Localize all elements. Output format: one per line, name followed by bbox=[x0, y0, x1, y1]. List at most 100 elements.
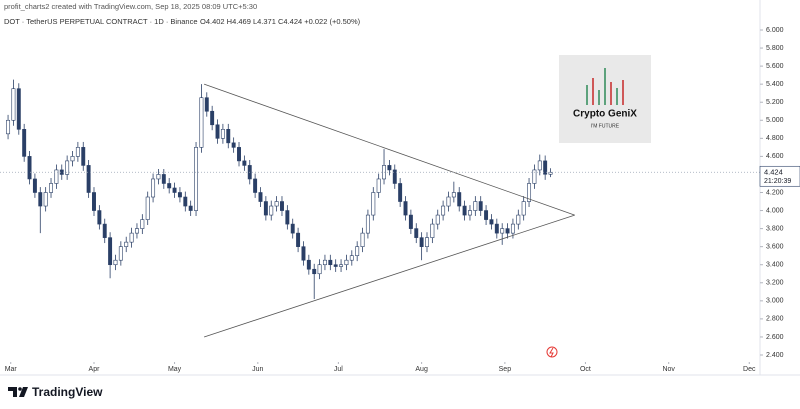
candle-body bbox=[242, 160, 247, 166]
candle-body bbox=[274, 201, 279, 207]
candle-body bbox=[430, 223, 435, 238]
candle-body bbox=[75, 147, 80, 157]
y-tick-label: 3.800 bbox=[766, 225, 784, 232]
candle-body bbox=[360, 232, 365, 247]
candle-body bbox=[521, 201, 526, 216]
candle-body bbox=[269, 205, 274, 216]
candle-body bbox=[32, 178, 37, 193]
logo-title: Crypto GeniX bbox=[573, 109, 637, 120]
candle-body bbox=[172, 187, 177, 193]
candle-body bbox=[156, 174, 161, 180]
candle-body bbox=[49, 183, 53, 193]
y-tick-label: 3.400 bbox=[766, 262, 784, 269]
x-tick-label: Dec bbox=[743, 366, 756, 373]
symbol: DOT · TetherUS PERPETUAL CONTRACT · 1D ·… bbox=[4, 17, 198, 26]
candle-body bbox=[27, 156, 32, 180]
candle-body bbox=[108, 237, 113, 266]
candle-body bbox=[167, 183, 172, 189]
candle-body bbox=[22, 129, 27, 157]
y-tick-label: 2.600 bbox=[766, 334, 784, 341]
candle-body bbox=[16, 88, 21, 130]
candle-body bbox=[301, 246, 306, 261]
candle-body bbox=[505, 228, 510, 234]
candle-body bbox=[333, 264, 338, 267]
y-tick-label: 3.600 bbox=[766, 244, 784, 251]
candle-body bbox=[6, 119, 11, 135]
candle-body bbox=[226, 129, 231, 144]
candle-body bbox=[134, 228, 139, 234]
candle-body bbox=[215, 124, 220, 139]
credit: profit_charts2 created with TradingView.… bbox=[4, 2, 257, 11]
candle-body bbox=[188, 205, 193, 211]
candle-body bbox=[263, 201, 268, 216]
candle-body bbox=[306, 259, 311, 270]
candle-body bbox=[365, 214, 370, 234]
candle-body bbox=[210, 110, 215, 126]
candle-body bbox=[446, 196, 451, 207]
candle-body bbox=[494, 223, 499, 234]
candle-body bbox=[414, 228, 419, 238]
x-tick-label: Nov bbox=[662, 366, 675, 373]
candle-body bbox=[145, 196, 150, 220]
candle-body bbox=[220, 129, 225, 139]
candle-body bbox=[532, 169, 537, 184]
candle-body bbox=[194, 147, 199, 211]
candle-body bbox=[81, 147, 86, 166]
last-price-label: 4.424 bbox=[764, 167, 783, 176]
candle-body bbox=[253, 178, 258, 193]
candle-body bbox=[392, 169, 397, 184]
y-tick-label: 5.200 bbox=[766, 99, 784, 106]
last-price-box bbox=[759, 165, 800, 187]
x-tick-label: Apr bbox=[89, 366, 101, 373]
alert-icon bbox=[546, 346, 558, 358]
x-tick-label: Aug bbox=[415, 366, 428, 373]
candle-body bbox=[151, 178, 156, 198]
candle-body bbox=[231, 142, 236, 148]
y-tick-label: 2.400 bbox=[766, 352, 784, 359]
candle-body bbox=[285, 210, 290, 225]
plot-area bbox=[6, 79, 575, 338]
candle-body bbox=[510, 223, 515, 234]
y-tick-label: 4.800 bbox=[766, 135, 784, 142]
countdown: 21:20:39 bbox=[764, 178, 791, 185]
y-tick-label: 5.600 bbox=[766, 63, 784, 70]
logo: Crypto GeniX I'M FUTURE bbox=[559, 55, 651, 143]
candle-body bbox=[425, 237, 429, 247]
candle-body bbox=[478, 201, 483, 211]
candle-body bbox=[183, 196, 188, 207]
footer bbox=[0, 376, 800, 409]
tradingview-logo: TradingView bbox=[8, 385, 103, 399]
candle-body bbox=[349, 255, 354, 261]
candle-body bbox=[489, 219, 494, 225]
trendline bbox=[203, 83, 575, 216]
candle-body bbox=[161, 174, 166, 184]
candle-body bbox=[290, 223, 295, 234]
trendline bbox=[203, 214, 575, 338]
candle-body bbox=[140, 219, 145, 229]
y-tick-label: 2.800 bbox=[766, 316, 784, 323]
candle-body bbox=[516, 214, 521, 225]
candle-body bbox=[38, 192, 43, 207]
candle-body bbox=[355, 246, 360, 256]
brand: TradingView bbox=[32, 385, 103, 399]
candle-body bbox=[398, 183, 403, 202]
x-tick-label: Mar bbox=[5, 366, 18, 373]
y-tick-label: 4.200 bbox=[766, 189, 784, 196]
candle-body bbox=[124, 241, 129, 247]
candle-body bbox=[204, 97, 209, 112]
candle-body bbox=[65, 160, 70, 175]
candle-body bbox=[537, 160, 542, 171]
candle-body bbox=[387, 165, 392, 171]
logo-tagline: I'M FUTURE bbox=[591, 123, 620, 129]
candle-body bbox=[92, 192, 96, 211]
candle-body bbox=[419, 237, 424, 247]
candle-body bbox=[451, 192, 456, 198]
y-tick-label: 4.000 bbox=[766, 207, 784, 214]
candle-body bbox=[408, 214, 413, 229]
candle-body bbox=[11, 88, 16, 121]
x-tick-label: Jul bbox=[334, 366, 343, 373]
candle-body bbox=[371, 192, 376, 216]
candle-body bbox=[118, 246, 123, 261]
candle-body bbox=[280, 201, 284, 211]
